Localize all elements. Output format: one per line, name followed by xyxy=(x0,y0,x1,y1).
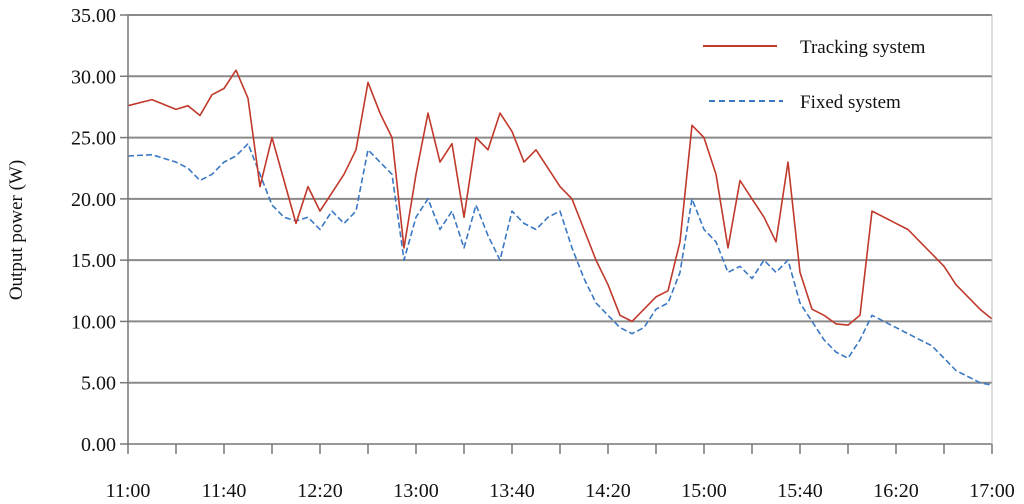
y-tick-label: 25.00 xyxy=(71,128,116,150)
grid-lines xyxy=(128,14,992,384)
x-tick-label: 13:40 xyxy=(489,480,535,502)
x-tick-label: 16:20 xyxy=(873,480,919,502)
legend-label-fixed: Fixed system xyxy=(800,92,901,113)
y-tick-label: 20.00 xyxy=(71,189,116,211)
x-tick-label: 15:40 xyxy=(777,480,823,502)
x-tick-label: 14:20 xyxy=(585,480,631,502)
series-line-fixed xyxy=(127,142,993,386)
y-tick-label: 0.00 xyxy=(81,434,116,456)
series-line-tracking xyxy=(127,69,993,326)
x-tick-label: 11:00 xyxy=(106,480,151,502)
x-tick-label: 17:00 xyxy=(969,480,1015,502)
x-tick-labels: 11:00 11:40 12:20 13:00 13:40 14:20 15:00 15:40… xyxy=(106,444,1015,502)
legend-label-tracking: Tracking system xyxy=(800,37,926,58)
y-tick-label: 35.00 xyxy=(71,5,116,27)
x-tick-label: 15:00 xyxy=(681,480,727,502)
y-tick-labels: 0.00 5.00 10.00 15.00 20.00 25.00 30.00 35.00 xyxy=(71,5,128,456)
x-tick-label: 12:20 xyxy=(297,480,343,502)
y-tick-label: 15.00 xyxy=(71,250,116,272)
y-tick-label: 30.00 xyxy=(71,66,116,88)
y-tick-label: 10.00 xyxy=(71,311,116,333)
series-layer xyxy=(127,69,993,386)
x-tick-label: 11:40 xyxy=(202,480,247,502)
y-tick-label: 5.00 xyxy=(81,373,116,395)
y-axis-title: Output power (W) xyxy=(6,160,27,300)
x-tick-label: 13:00 xyxy=(393,480,439,502)
legend: Tracking system Fixed system xyxy=(703,37,926,113)
